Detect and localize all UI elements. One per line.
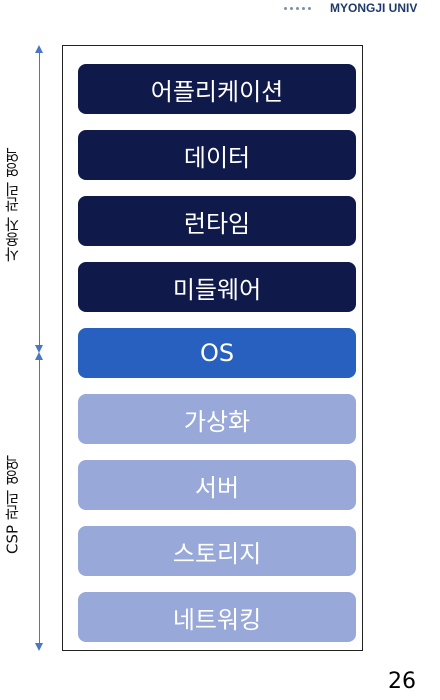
csp-managed-region-label: CSP 관리 영역	[3, 455, 22, 555]
user-managed-region-label: 사용자 관리 영역	[3, 147, 22, 263]
user-region-arrow-line	[39, 52, 40, 346]
layer-networking: 네트워킹	[78, 592, 356, 642]
logo-text: MYONGJI UNIV	[330, 1, 418, 15]
university-logo: MYONGJI UNIV	[280, 0, 440, 16]
user-region-arrow-bottom	[35, 345, 43, 353]
layer-data: 데이터	[78, 130, 356, 180]
stack-frame	[62, 45, 363, 651]
user-region-arrow-top	[35, 45, 43, 53]
layer-virtualization: 가상화	[78, 394, 356, 444]
layer-server: 서버	[78, 460, 356, 510]
csp-region-arrow-bottom	[35, 643, 43, 651]
layer-middleware: 미들웨어	[78, 262, 356, 312]
logo-emblem-icon	[284, 2, 320, 14]
page-number: 26	[388, 669, 416, 694]
csp-region-arrow-top	[35, 352, 43, 360]
layer-runtime: 런타임	[78, 196, 356, 246]
csp-region-arrow-line	[39, 359, 40, 644]
layer-application: 어플리케이션	[78, 64, 356, 114]
layer-os: OS	[78, 328, 356, 378]
layer-storage: 스토리지	[78, 526, 356, 576]
